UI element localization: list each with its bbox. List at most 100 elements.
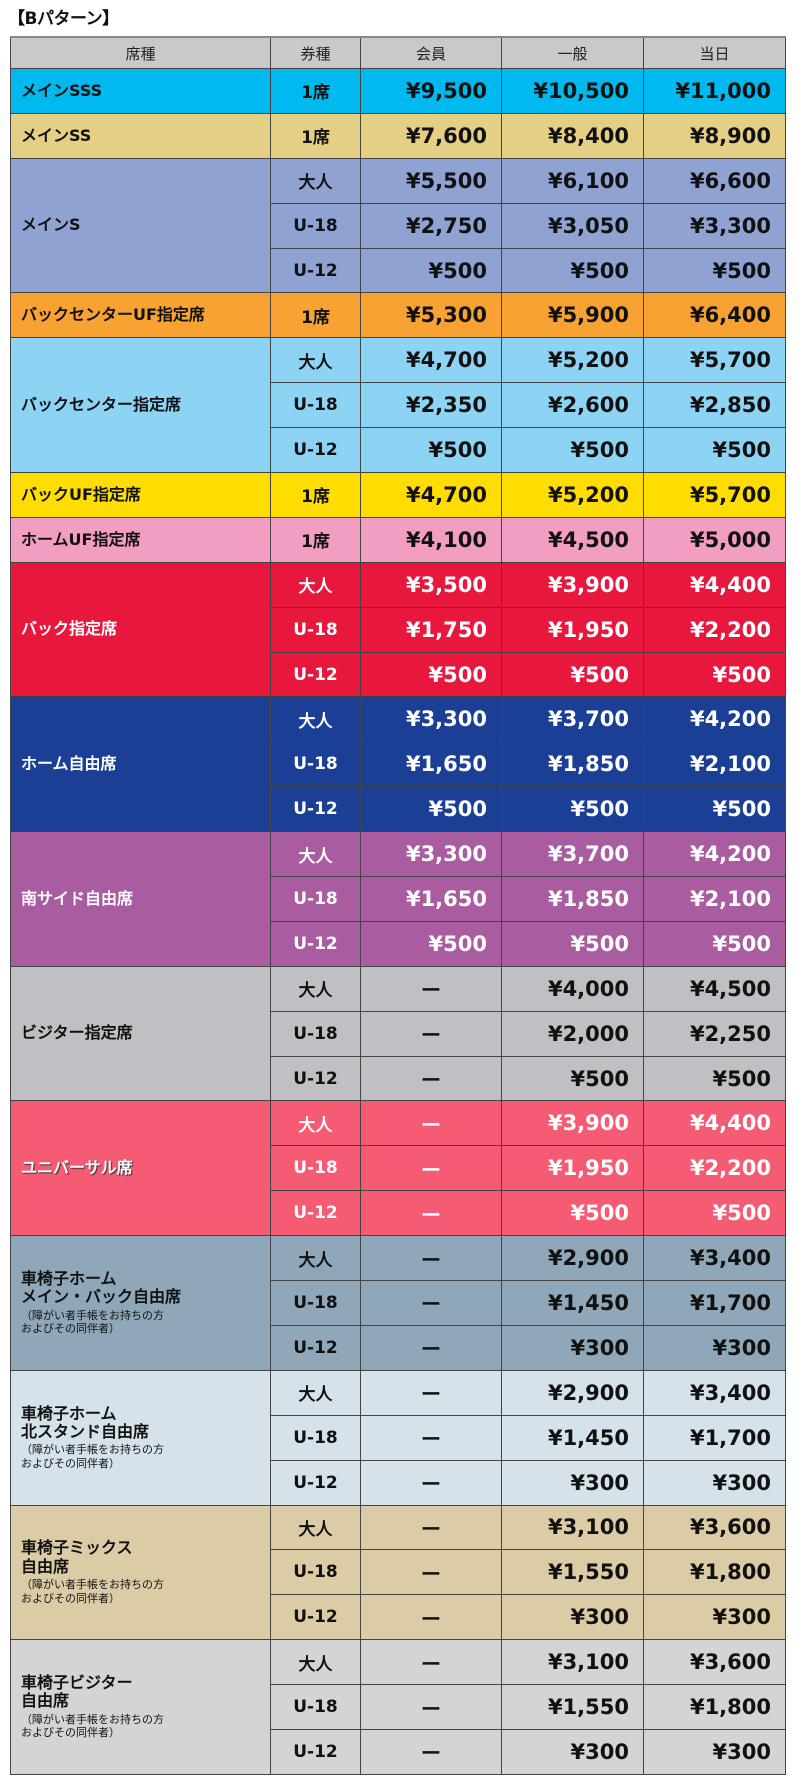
member-price: ー	[360, 1459, 502, 1506]
ticket-type: U-12	[270, 1055, 361, 1102]
ticket-type: U-12	[270, 1459, 361, 1506]
member-price: ー	[360, 1414, 502, 1461]
table-row: U-12 ¥500 ¥500 ¥500	[11, 427, 786, 474]
ticket-type: U-18	[270, 1684, 361, 1730]
header-seat: 席種	[10, 36, 271, 69]
table-row: 車椅子ホーム メイン・バック自由席 （障がい者手帳をお持ちの方 およびその同伴者）…	[10, 1235, 786, 1371]
table-row: メインSS 1席 ¥7,600 ¥8,400 ¥8,900	[10, 112, 786, 159]
member-price: ー	[360, 965, 502, 1012]
same-day-price: ¥3,400	[643, 1369, 786, 1416]
general-price: ¥3,900	[501, 561, 644, 608]
seat-name-cell: ホームUF指定席	[10, 516, 271, 563]
general-price: ¥8,400	[501, 112, 644, 159]
general-price: ¥1,550	[501, 1684, 644, 1730]
ticket-type: U-18	[270, 1549, 361, 1596]
general-price: ¥1,550	[501, 1549, 644, 1596]
same-day-price: ¥300	[643, 1459, 786, 1506]
general-price: ¥4,500	[501, 516, 644, 563]
member-price: ー	[360, 1684, 502, 1730]
table-row: 車椅子ミックス 自由席 （障がい者手帳をお持ちの方 およびその同伴者） 大人ー ¥3,…	[10, 1504, 786, 1641]
member-price: ー	[360, 1235, 502, 1282]
same-day-price: ¥6,400	[643, 292, 786, 339]
table-row: バックセンターUF指定席 1席 ¥5,300 ¥5,900 ¥6,400	[10, 292, 786, 339]
table-row: U-12 ー ¥300 ¥300	[11, 1459, 786, 1506]
member-price: ー	[360, 1728, 502, 1775]
seat-name-cell: 車椅子ビジター 自由席 （障がい者手帳をお持ちの方 およびその同伴者）	[10, 1639, 271, 1775]
member-price: ¥3,300	[360, 696, 502, 743]
header-same-day: 当日	[643, 36, 786, 69]
table-row: U-12 ¥500 ¥500 ¥500	[11, 247, 786, 294]
ticket-type: U-12	[270, 247, 361, 294]
same-day-price: ¥2,100	[643, 741, 786, 788]
table-row: U-18 ー ¥1,550 ¥1,800	[11, 1549, 786, 1596]
seat-note: （障がい者手帳をお持ちの方 およびその同伴者）	[21, 1308, 164, 1336]
seat-name: 車椅子ホーム メイン・バック自由席	[21, 1268, 182, 1307]
seat-name-cell: ユニバーサル席	[10, 1100, 271, 1237]
table-row: U-12 ¥500 ¥500 ¥500	[11, 786, 786, 833]
same-day-price: ¥2,850	[643, 382, 786, 429]
same-day-price: ¥500	[643, 1190, 786, 1237]
member-price: ¥5,500	[360, 157, 502, 204]
ticket-type: 大人	[270, 1100, 361, 1147]
same-day-price: ¥1,800	[643, 1549, 786, 1596]
same-day-price: ¥2,200	[643, 1145, 786, 1192]
seat-name-cell: バック指定席	[10, 561, 271, 698]
ticket-type: U-12	[270, 1594, 361, 1641]
table-row: ビジター指定席 大人ー ¥4,000 ¥4,500	[10, 965, 786, 1102]
ticket-type: U-18	[270, 741, 361, 788]
same-day-price: ¥3,600	[643, 1504, 786, 1551]
table-row: U-12 ¥500 ¥500 ¥500	[11, 920, 786, 967]
member-price: ー	[360, 1055, 502, 1102]
general-price: ¥5,200	[501, 337, 644, 384]
member-price: ¥4,700	[360, 337, 502, 384]
same-day-price: ¥8,900	[643, 112, 786, 159]
table-row: U-18 ¥2,750 ¥3,050 ¥3,300	[11, 202, 786, 249]
same-day-price: ¥5,700	[643, 337, 786, 384]
general-price: ¥500	[501, 1190, 644, 1237]
ticket-type: 大人	[270, 1639, 361, 1686]
general-price: ¥1,950	[501, 606, 644, 653]
same-day-price: ¥4,200	[643, 696, 786, 743]
table-row: U-18 ー ¥1,450 ¥1,700	[11, 1414, 786, 1461]
seat-name: 車椅子ホーム 北スタンド自由席	[21, 1403, 150, 1441]
seat-name: 車椅子ミックス 自由席	[21, 1538, 133, 1576]
table-row: ユニバーサル席 大人ー ¥3,900 ¥4,400	[10, 1100, 786, 1237]
general-price: ¥1,850	[501, 876, 644, 922]
ticket-type: U-12	[270, 427, 361, 474]
ticket-type: 大人	[270, 561, 361, 608]
general-price: ¥5,200	[501, 472, 644, 518]
member-price: ¥2,750	[360, 202, 502, 249]
seat-name: バックUF指定席	[21, 484, 141, 504]
same-day-price: ¥2,100	[643, 876, 786, 922]
general-price: ¥1,850	[501, 741, 644, 788]
ticket-type: 大人	[270, 1235, 361, 1282]
member-price: ー	[360, 1324, 502, 1371]
same-day-price: ¥500	[643, 427, 786, 474]
general-price: ¥4,000	[501, 965, 644, 1012]
general-price: ¥300	[501, 1324, 644, 1371]
member-price: ー	[360, 1549, 502, 1596]
member-price: ー	[360, 1010, 502, 1057]
same-day-price: ¥300	[643, 1324, 786, 1371]
ticket-type: U-18	[270, 382, 361, 429]
general-price: ¥500	[501, 786, 644, 833]
general-price: ¥3,700	[501, 696, 644, 743]
same-day-price: ¥1,800	[643, 1684, 786, 1730]
same-day-price: ¥500	[643, 247, 786, 294]
table-row: バックセンター指定席 大人 ¥4,700 ¥5,200 ¥5,700	[10, 337, 786, 474]
table-row: ホーム自由席 大人 ¥3,300 ¥3,700 ¥4,200	[10, 696, 786, 833]
seat-name-cell: 車椅子ホーム 北スタンド自由席 （障がい者手帳をお持ちの方 およびその同伴者）	[10, 1369, 271, 1506]
seat-name: バックセンターUF指定席	[21, 305, 205, 325]
seat-name: ビジター指定席	[21, 1023, 133, 1043]
table-row: 車椅子ホーム 北スタンド自由席 （障がい者手帳をお持ちの方 およびその同伴者） 大人…	[10, 1369, 786, 1506]
table-row: U-12 ー ¥300 ¥300	[11, 1594, 786, 1641]
table-row: U-12 ー ¥500 ¥500	[11, 1055, 786, 1102]
same-day-price: ¥2,250	[643, 1010, 786, 1057]
general-price: ¥500	[501, 427, 644, 474]
table-row: バック指定席 大人 ¥3,500 ¥3,900 ¥4,400	[10, 561, 786, 698]
seat-name: ホーム自由席	[21, 754, 117, 774]
seat-name: メインSSS	[21, 80, 103, 100]
table-row: バックUF指定席 1席 ¥4,700 ¥5,200 ¥5,700	[10, 472, 786, 518]
seat-name: メインS	[21, 215, 81, 235]
seat-note: （障がい者手帳をお持ちの方 およびその同伴者）	[21, 1443, 164, 1471]
